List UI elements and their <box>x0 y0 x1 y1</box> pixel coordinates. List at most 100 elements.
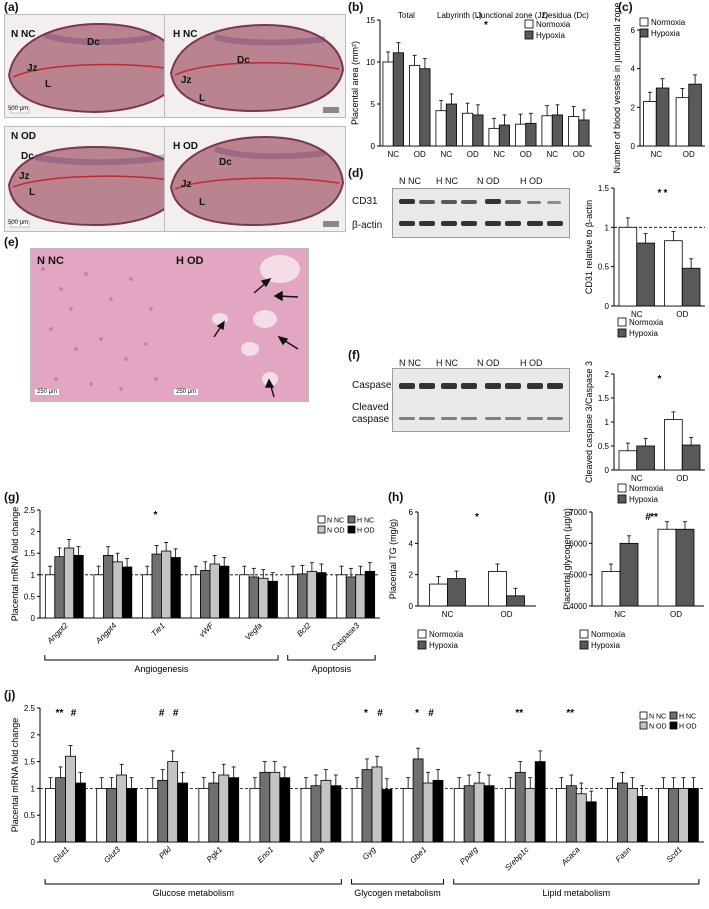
bar-d-normoxia <box>664 240 683 307</box>
group-label-j: Glycogen metabolism <box>354 888 441 898</box>
bar-b-hypoxia <box>419 68 431 147</box>
legend-swatch <box>417 629 427 639</box>
bar-g-h-nc <box>200 570 211 619</box>
panel-label-i: (i) <box>544 490 556 504</box>
legend-swatch <box>639 711 648 720</box>
legend-label: H OD <box>357 528 375 535</box>
legend-swatch <box>639 28 649 38</box>
group-bracket-g <box>287 655 376 661</box>
placenta-section-hnc <box>165 15 345 117</box>
image-tag-nnc: N NC <box>11 29 36 40</box>
bar-g-n-od <box>355 574 366 619</box>
bar-j-n-od <box>678 788 689 843</box>
legend-swatch <box>579 640 589 650</box>
placenta-section-hod <box>165 127 345 231</box>
legend-swatch <box>317 515 326 524</box>
legend-label: Hypoxia <box>591 641 620 650</box>
y-tick-label-h: 4 <box>409 539 414 548</box>
significance-marker-i: ** <box>650 512 658 523</box>
x-tick-label-b: OD <box>573 150 585 159</box>
legend-swatch <box>524 30 534 40</box>
bar-j-n-nc <box>658 788 669 843</box>
bar-g-n-od <box>258 577 269 619</box>
x-tick-label-g: Angpt2 <box>45 621 70 646</box>
legend-label: H NC <box>679 714 696 721</box>
bar-g-h-od <box>170 557 181 619</box>
significance-marker-j: ** <box>566 708 574 719</box>
bar-j-h-od <box>330 785 342 843</box>
bar-g-n-nc <box>287 574 299 619</box>
bar-g-h-od <box>267 580 278 619</box>
significance-marker-d: * <box>658 188 662 199</box>
y-tick-label-g: 0.5 <box>24 592 36 601</box>
histology-image-hod: H OD Dc Jz L <box>164 126 346 232</box>
y-tick-label-h: 2 <box>409 571 414 580</box>
bar-j-h-od <box>585 801 597 843</box>
bar-c-hypoxia <box>655 87 670 147</box>
panel-label-b: (b) <box>348 0 364 14</box>
lane-label: H NC <box>436 176 458 186</box>
histology-image-nod: N OD Dc Jz L <box>4 126 186 232</box>
group-bracket-j <box>351 879 445 885</box>
panel-label-c: (c) <box>618 0 633 14</box>
y-tick-label-j: 2 <box>31 731 36 740</box>
y-tick-label-g: 1.5 <box>24 549 36 558</box>
image-tag-hod: H OD <box>176 255 204 267</box>
x-tick-label-i: OD <box>670 610 682 619</box>
bar-j-n-od <box>269 771 281 843</box>
x-tick-label-j: Fasn <box>614 845 633 864</box>
bar-j-n-od <box>422 782 434 843</box>
bar-j-h-nc <box>514 771 526 843</box>
bar-j-n-nc <box>96 788 108 843</box>
region-label-l: L <box>45 79 52 90</box>
panel-label-e: (e) <box>4 235 19 249</box>
group-label-b: Desidua (Dc) <box>542 11 589 20</box>
y-tick-label-i: 6000 <box>569 539 587 548</box>
bar-c-hypoxia <box>688 83 702 147</box>
region-label-jz: Jz <box>181 179 192 190</box>
image-tag-hnc: H NC <box>173 29 198 40</box>
y-tick-label-j: 1 <box>31 784 36 793</box>
bar-j-h-od <box>688 788 699 843</box>
bar-b-normoxia <box>382 61 394 147</box>
bar-j-h-od <box>126 788 137 843</box>
legend-swatch <box>669 721 678 730</box>
y-tick-label-f: 1 <box>605 418 610 427</box>
x-tick-label-b: NC <box>546 150 558 159</box>
y-tick-label-c: 4 <box>631 65 636 74</box>
bar-g-n-od <box>63 547 75 619</box>
bar-f-normoxia <box>618 450 638 471</box>
x-tick-label-g: vWF <box>197 620 216 639</box>
x-tick-label-g: Tie1 <box>150 621 167 638</box>
significance-marker-j: * <box>364 708 368 719</box>
bar-b-normoxia <box>488 127 500 147</box>
image-tag-nod: N OD <box>11 131 36 142</box>
bar-i-hypoxia <box>675 528 695 607</box>
legend-label: N OD <box>649 724 667 731</box>
y-tick-label-j: 2.5 <box>24 704 36 713</box>
lane-label: H OD <box>520 176 543 186</box>
bar-b-normoxia <box>541 115 553 147</box>
legend-label: Hypoxia <box>536 31 565 40</box>
x-tick-label-c: OD <box>683 150 695 159</box>
placenta-section-nnc <box>5 15 185 117</box>
x-tick-label-j: Pfkl <box>157 845 173 861</box>
group-label-g: Apoptosis <box>312 664 352 674</box>
blot-image-d <box>392 188 570 238</box>
legend-label: Normoxia <box>429 630 464 639</box>
bar-f-hypoxia <box>681 444 701 471</box>
bar-g-h-nc <box>54 556 65 619</box>
lane-label: N NC <box>399 176 421 186</box>
bar-j-n-nc <box>504 788 516 843</box>
x-tick-label-j: Ldha <box>307 845 326 864</box>
y-tick-label-f: 1.5 <box>598 394 610 403</box>
legend-label: Normoxia <box>651 18 686 27</box>
x-tick-label-j: Scd1 <box>665 845 684 864</box>
bar-j-h-nc <box>310 785 322 843</box>
bar-b-hypoxia <box>392 52 404 147</box>
panel-label-j: (j) <box>4 688 16 702</box>
legend-label: Normoxia <box>629 484 664 493</box>
legend-label: Hypoxia <box>629 495 658 504</box>
significance-marker-j: ** <box>515 708 523 719</box>
